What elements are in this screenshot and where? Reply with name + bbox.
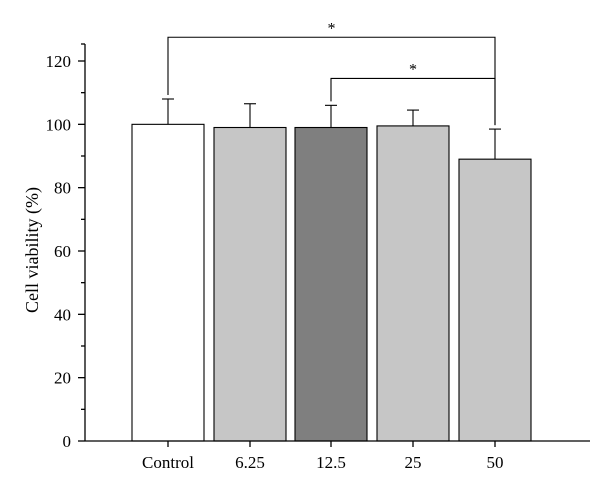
bar-25 <box>376 125 450 442</box>
bar-6-25 <box>213 126 287 442</box>
y-tick-label: 80 <box>54 179 71 198</box>
y-tick-label: 20 <box>54 369 71 388</box>
y-axis: 0 20 40 60 80 100 120 <box>46 43 86 451</box>
error-bars <box>162 98 501 160</box>
x-tick-label: 25 <box>405 453 422 472</box>
y-tick-label: 100 <box>46 115 72 134</box>
y-axis-label: Cell viability (%) <box>22 187 43 313</box>
x-tick-label: 50 <box>487 453 504 472</box>
bar-50 <box>458 158 532 442</box>
bar-control <box>131 123 205 442</box>
x-tick-label: 6.25 <box>235 453 265 472</box>
y-tick-label: 60 <box>54 242 71 261</box>
bar-12-5 <box>294 126 368 442</box>
significance-brackets: ** <box>167 20 496 126</box>
x-tick-label: 12.5 <box>316 453 346 472</box>
y-tick-label: 120 <box>46 52 72 71</box>
significance-label: * <box>328 20 336 37</box>
y-tick-label: 40 <box>54 305 71 324</box>
bars <box>131 123 532 442</box>
x-tick-label: Control <box>142 453 194 472</box>
significance-bracket <box>330 77 496 126</box>
y-tick-label: 0 <box>63 432 72 451</box>
x-axis: Control 6.25 12.5 25 50 <box>85 440 590 472</box>
significance-label: * <box>409 61 417 78</box>
